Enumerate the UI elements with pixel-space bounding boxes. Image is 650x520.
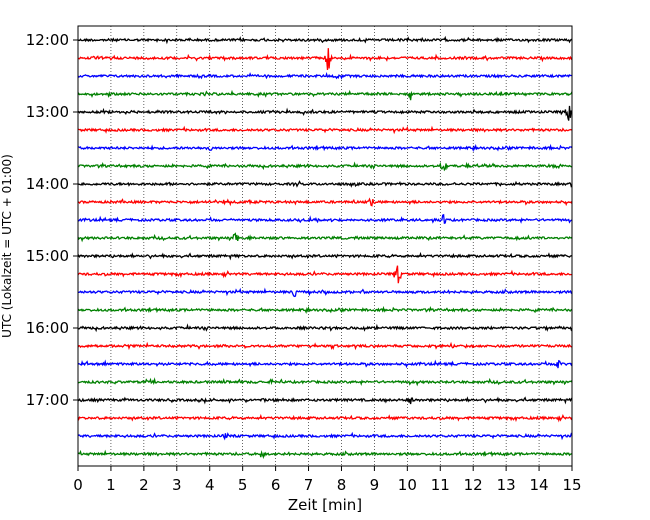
x-tick-label: 1	[106, 476, 116, 494]
trace-line	[77, 125, 572, 135]
y-axis-ticks: 12:00 13:00 14:00 15:00 16:00 17:00	[26, 31, 78, 409]
plot-frame	[77, 25, 573, 467]
trace-line	[78, 143, 573, 153]
trace-line	[77, 265, 573, 284]
y-tick-label: 13:00	[26, 103, 69, 121]
x-tick-label: 14	[530, 476, 549, 494]
x-tick-label: 11	[431, 476, 450, 494]
x-tick-label: 8	[337, 476, 347, 494]
x-tick-label: 15	[562, 476, 581, 494]
x-tick-label: 13	[497, 476, 516, 494]
trace-line	[77, 232, 573, 243]
y-tick-label: 17:00	[26, 391, 69, 409]
x-tick-label: 6	[271, 476, 281, 494]
plot-area	[78, 26, 572, 466]
x-tick-label: 9	[370, 476, 380, 494]
trace-line	[77, 89, 573, 101]
grid-lines	[110, 26, 540, 466]
trace-line	[77, 341, 573, 351]
trace-line	[78, 197, 573, 207]
x-tick-label: 3	[172, 476, 182, 494]
trace-line	[77, 251, 573, 261]
traces	[77, 35, 573, 460]
trace-line	[77, 396, 573, 405]
x-tick-label: 12	[464, 476, 483, 494]
trace-line	[78, 35, 573, 45]
y-tick-label: 16:00	[26, 319, 69, 337]
trace-line	[77, 161, 573, 172]
trace-line	[77, 305, 573, 315]
y-tick-label: 14:00	[26, 175, 69, 193]
trace-line	[77, 323, 573, 333]
trace-line	[77, 377, 573, 387]
x-axis-ticks: 0 1 2 3 4 5 6 7 8 9 10 11 12 13 14 15	[73, 466, 582, 494]
trace-line	[77, 413, 573, 423]
y-tick-label: 12:00	[26, 31, 69, 49]
x-tick-label: 5	[238, 476, 248, 494]
x-axis-label: Zeit [min]	[288, 496, 362, 514]
y-tick-label: 15:00	[26, 247, 69, 265]
trace-line	[77, 180, 573, 188]
trace-line	[77, 449, 573, 460]
trace-line	[78, 213, 573, 225]
trace-line	[77, 431, 573, 441]
x-tick-label: 4	[205, 476, 215, 494]
x-tick-label: 10	[398, 476, 417, 494]
x-tick-label: 7	[304, 476, 314, 494]
trace-line	[77, 287, 573, 298]
x-tick-label: 0	[73, 476, 83, 494]
trace-line	[77, 105, 573, 121]
trace-line	[77, 72, 573, 80]
trace-line	[77, 359, 573, 369]
x-tick-label: 2	[139, 476, 149, 494]
y-axis-label: UTC (Lokalzeit = UTC + 01:00)	[0, 154, 14, 338]
trace-line	[77, 48, 573, 71]
